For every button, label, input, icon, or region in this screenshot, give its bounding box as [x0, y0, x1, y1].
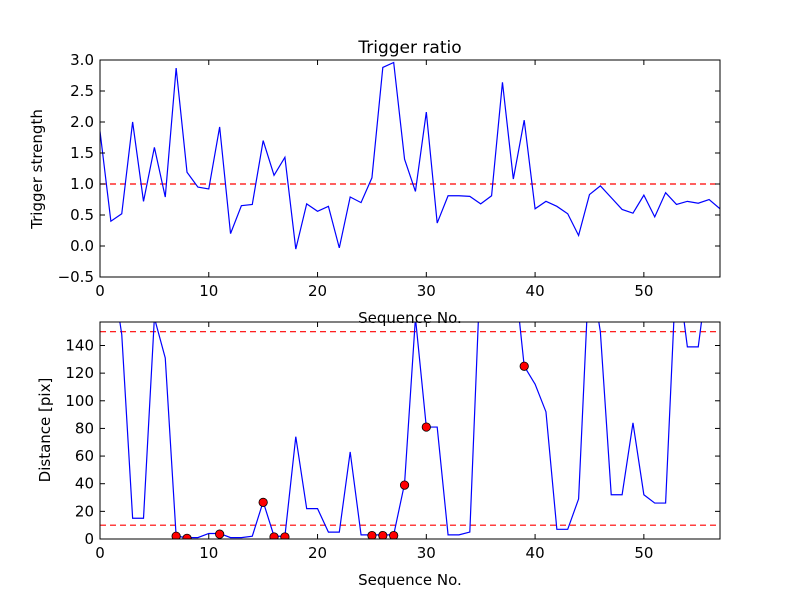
x-tick-label: 50	[634, 544, 653, 562]
data-point	[182, 533, 192, 539]
data-point	[421, 422, 431, 432]
x-tick-label: 10	[199, 544, 218, 562]
x-axis-label: Sequence No.	[358, 309, 462, 327]
series-line	[119, 322, 703, 539]
x-tick-label: 20	[308, 282, 327, 300]
x-tick-label: 30	[417, 544, 436, 562]
y-tick-label: 2.0	[70, 113, 94, 131]
series-line	[100, 61, 720, 250]
x-axis-label: Sequence No.	[358, 571, 462, 589]
chart-title: Trigger ratio	[357, 38, 461, 58]
data-point	[367, 530, 377, 539]
y-tick-label: 140	[65, 336, 94, 354]
y-tick-label: 120	[65, 364, 94, 382]
y-axis-label: Trigger strength	[28, 109, 46, 230]
y-tick-label: 0	[84, 530, 94, 548]
data-point	[215, 529, 225, 539]
axis-ticks: 0 10 20 30 40 50 −0.5 0.0 0.5 1.0 1.5 2.0 2.5 3.0	[58, 51, 720, 300]
y-tick-label: 80	[75, 419, 94, 437]
y-tick-label: 0.0	[70, 237, 94, 255]
x-tick-label: 0	[95, 282, 105, 300]
y-tick-label: 1.5	[70, 144, 94, 162]
axes-frame	[99, 59, 721, 278]
axis-ticks: 0 10 20 30 40 50 0 20 40 60 80 100 120 140	[65, 322, 720, 562]
data-point	[399, 480, 410, 490]
x-tick-label: 30	[417, 282, 436, 300]
data-point	[269, 532, 279, 539]
y-tick-label: 40	[75, 475, 94, 493]
data-point	[378, 530, 388, 539]
x-tick-label: 10	[199, 282, 218, 300]
plot-area	[100, 61, 720, 250]
y-tick-label: 3.0	[70, 51, 94, 69]
data-point	[258, 497, 268, 507]
data-point	[280, 532, 290, 539]
x-tick-label: 20	[308, 544, 327, 562]
x-tick-label: 40	[526, 282, 545, 300]
axes-frame	[99, 321, 721, 540]
x-tick-label: 50	[634, 282, 653, 300]
x-tick-label: 40	[526, 544, 545, 562]
plot-area	[100, 322, 720, 539]
y-tick-label: 60	[75, 447, 94, 465]
y-tick-label: 100	[65, 392, 94, 410]
y-tick-label: 2.5	[70, 82, 94, 100]
data-point	[171, 531, 181, 539]
data-point	[519, 361, 529, 371]
data-point	[389, 530, 399, 539]
x-tick-label: 0	[95, 544, 105, 562]
y-tick-label: 20	[75, 502, 94, 520]
y-tick-label: −0.5	[58, 268, 94, 286]
y-tick-label: 1.0	[70, 175, 94, 193]
distance-chart: 0 10 20 30 40 50 0 20 40 60 80 100 120 140 Sequence N…	[36, 321, 721, 589]
y-tick-label: 0.5	[70, 206, 94, 224]
y-axis-label: Distance [pix]	[36, 378, 54, 483]
